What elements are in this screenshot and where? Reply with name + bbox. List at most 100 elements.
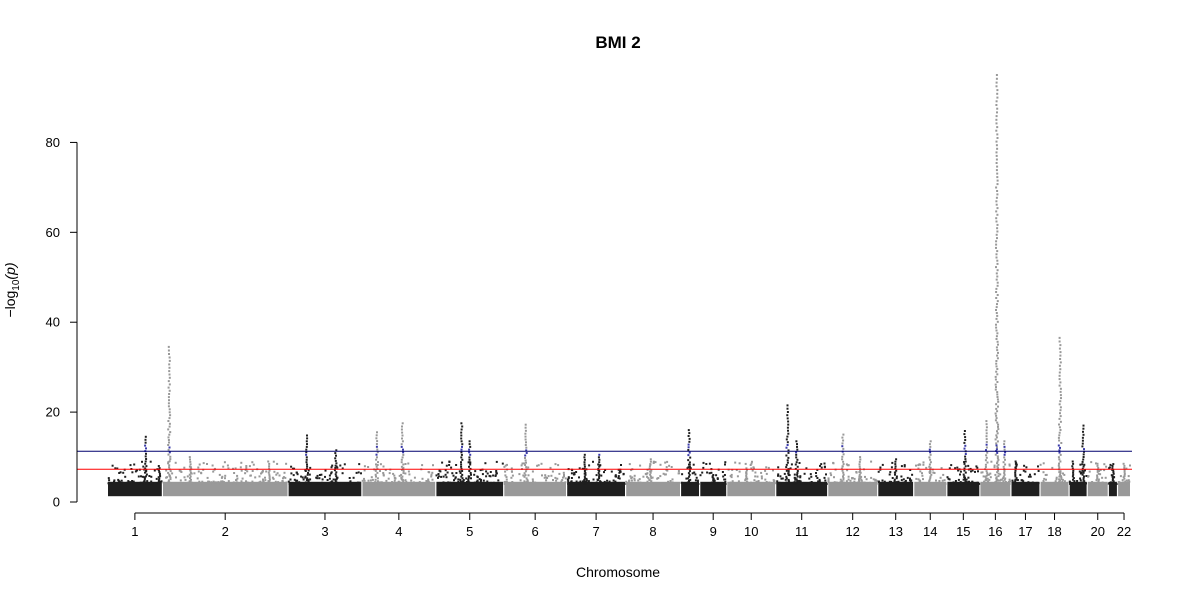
- data-point: [985, 420, 988, 423]
- data-point: [915, 464, 917, 467]
- data-point: [669, 480, 672, 482]
- data-point: [510, 482, 513, 485]
- data-point: [497, 479, 500, 482]
- data-point: [180, 483, 183, 485]
- data-point: [800, 482, 803, 485]
- data-point: [841, 469, 844, 472]
- data-point: [494, 475, 497, 477]
- data-point: [155, 477, 158, 480]
- data-point: [489, 471, 492, 473]
- data-point: [524, 444, 527, 446]
- data-point: [137, 482, 140, 485]
- data-point: [997, 405, 999, 408]
- data-point: [997, 479, 1000, 482]
- data-point: [276, 472, 279, 475]
- data-point: [592, 478, 595, 481]
- data-point: [996, 92, 999, 95]
- data-point: [687, 454, 690, 457]
- data-point: [1119, 481, 1122, 484]
- chromosome-17-points: [1011, 460, 1040, 497]
- data-point: [334, 467, 337, 469]
- data-point: [649, 458, 652, 461]
- data-point: [598, 483, 601, 485]
- data-point: [588, 464, 591, 467]
- data-point: [1059, 361, 1062, 364]
- data-point: [321, 478, 324, 481]
- data-point: [375, 458, 378, 461]
- data-point: [283, 483, 286, 485]
- data-point: [773, 481, 775, 484]
- data-point: [307, 469, 310, 472]
- data-point: [527, 474, 530, 477]
- data-point: [305, 453, 308, 456]
- data-point: [929, 470, 932, 472]
- data-point: [592, 460, 594, 463]
- data-point: [591, 482, 594, 485]
- data-point: [760, 477, 763, 480]
- data-point: [330, 466, 333, 469]
- data-point: [167, 349, 170, 352]
- data-point: [894, 471, 897, 474]
- data-point: [305, 461, 308, 464]
- data-point: [140, 475, 142, 478]
- chromosome-2-points: [162, 345, 288, 497]
- data-point: [552, 479, 554, 481]
- data-point: [254, 483, 257, 485]
- data-point: [504, 470, 507, 473]
- data-point: [665, 469, 668, 471]
- data-point: [1108, 482, 1111, 485]
- data-point: [794, 477, 797, 480]
- data-point: [712, 482, 715, 485]
- data-point: [918, 481, 921, 484]
- data-point: [400, 458, 403, 461]
- data-point: [226, 464, 229, 467]
- data-point: [986, 451, 989, 454]
- data-point: [754, 475, 757, 478]
- data-point: [1014, 467, 1017, 470]
- data-point: [120, 482, 123, 485]
- data-point: [450, 466, 453, 469]
- data-point: [1058, 431, 1061, 434]
- data-point: [1083, 450, 1085, 453]
- data-point: [189, 471, 192, 474]
- data-point: [1110, 483, 1113, 485]
- data-point: [455, 464, 458, 466]
- data-point: [410, 479, 413, 482]
- data-point: [169, 458, 172, 461]
- data-point: [246, 481, 249, 484]
- data-point: [435, 474, 438, 477]
- data-point: [975, 465, 978, 468]
- data-point: [234, 483, 237, 485]
- data-point: [431, 478, 434, 481]
- data-point: [168, 373, 171, 376]
- data-point: [772, 479, 775, 482]
- data-point: [994, 453, 997, 456]
- data-point: [628, 479, 631, 482]
- data-point: [375, 443, 378, 445]
- data-point: [445, 464, 448, 467]
- data-point: [960, 482, 963, 485]
- data-point: [599, 481, 601, 484]
- data-point: [928, 472, 931, 474]
- data-point: [711, 475, 714, 478]
- data-point: [985, 432, 988, 435]
- data-point: [976, 466, 979, 469]
- data-point: [1014, 478, 1017, 481]
- data-point: [416, 482, 419, 485]
- data-point: [987, 480, 989, 483]
- data-point: [996, 455, 999, 458]
- data-point: [858, 478, 860, 481]
- data-point: [485, 481, 488, 484]
- data-point: [290, 472, 293, 475]
- data-point: [150, 475, 153, 478]
- data-point: [785, 463, 788, 466]
- data-point: [909, 469, 912, 471]
- data-point: [796, 448, 799, 451]
- data-point: [167, 479, 170, 482]
- data-point: [688, 440, 691, 443]
- data-point: [1016, 479, 1019, 481]
- data-point: [510, 476, 513, 479]
- data-point: [985, 438, 988, 441]
- data-point: [271, 476, 274, 479]
- data-point: [776, 482, 779, 485]
